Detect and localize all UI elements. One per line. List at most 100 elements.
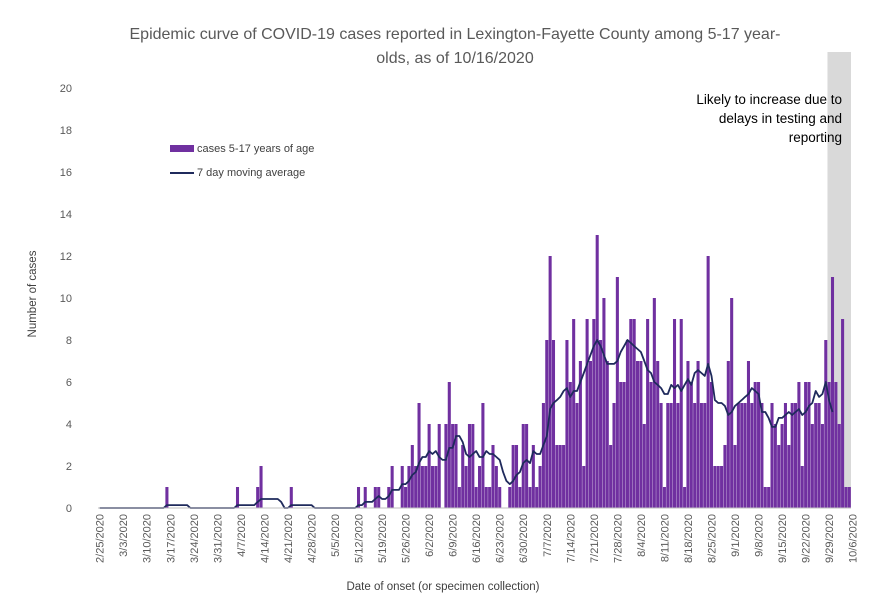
case-bar — [723, 445, 727, 508]
y-tick-label: 12 — [60, 251, 72, 263]
case-bar — [720, 466, 724, 508]
x-tick-label: 3/3/2020 — [118, 514, 130, 557]
x-tick-label: 4/21/2020 — [283, 514, 295, 563]
case-bar — [642, 424, 646, 508]
case-bar — [609, 445, 613, 508]
case-bar — [706, 256, 710, 508]
case-bar — [165, 487, 169, 508]
case-bar — [471, 424, 475, 508]
y-tick-label: 20 — [60, 83, 72, 95]
x-tick-label: 9/1/2020 — [730, 514, 742, 557]
case-bar — [830, 277, 835, 508]
case-bar — [666, 403, 670, 508]
case-bar — [525, 424, 529, 508]
case-bar — [400, 466, 404, 508]
case-bar — [827, 382, 831, 508]
case-bar — [565, 340, 569, 508]
annotation-line-3: reporting — [789, 130, 842, 145]
case-bar — [259, 466, 263, 508]
case-bar — [541, 403, 545, 508]
x-tick-label: 8/11/2020 — [659, 514, 671, 562]
y-tick-label: 2 — [66, 461, 72, 473]
case-bar — [373, 487, 377, 508]
case-bar — [736, 403, 740, 508]
x-tick-label: 9/8/2020 — [754, 514, 766, 557]
case-bar — [548, 256, 552, 508]
case-bar — [488, 487, 492, 508]
case-bar — [636, 361, 640, 508]
case-bar — [730, 298, 734, 508]
case-bar — [430, 466, 435, 508]
case-bar — [659, 403, 663, 508]
case-bar — [672, 319, 677, 508]
case-bar — [797, 382, 801, 508]
case-bar — [820, 424, 824, 508]
annotation: Likely to increase due to delays in test… — [696, 92, 842, 145]
case-bar — [585, 319, 589, 508]
x-tick-label: 6/30/2020 — [518, 514, 530, 563]
case-bar — [814, 403, 818, 508]
case-bar — [582, 466, 586, 508]
case-bar — [511, 445, 515, 508]
case-bar — [810, 424, 814, 508]
case-bar — [652, 298, 656, 508]
legend-bar-swatch — [170, 145, 194, 152]
case-bar — [693, 403, 697, 508]
case-bar — [847, 487, 851, 508]
case-bar — [632, 319, 636, 508]
case-bar — [686, 361, 690, 508]
x-tick-label: 8/25/2020 — [707, 514, 719, 563]
x-tick-label: 9/22/2020 — [801, 514, 813, 563]
case-bar — [817, 403, 821, 508]
case-bar — [639, 361, 643, 508]
case-bar — [437, 424, 441, 508]
x-tick-label: 4/7/2020 — [236, 514, 248, 557]
x-tick-label: 6/23/2020 — [495, 514, 507, 563]
y-tick-label: 18 — [60, 125, 72, 137]
case-bar — [521, 424, 525, 508]
case-bar — [656, 361, 660, 508]
case-bar — [531, 445, 535, 508]
case-bar — [689, 382, 693, 508]
y-tick-label: 16 — [60, 167, 72, 179]
case-bar — [420, 466, 424, 508]
case-bar — [464, 466, 468, 508]
case-bar — [625, 340, 629, 508]
case-bar — [696, 361, 700, 508]
case-bar — [837, 424, 841, 508]
case-bar — [545, 340, 549, 508]
case-bar — [404, 487, 408, 508]
x-tick-label: 6/2/2020 — [424, 514, 436, 557]
x-tick-label: 9/15/2020 — [777, 514, 789, 563]
case-bar — [377, 487, 381, 508]
case-bar — [363, 487, 367, 508]
case-bar — [551, 340, 556, 508]
case-bar — [578, 361, 582, 508]
case-bar — [555, 445, 559, 508]
case-bar — [622, 382, 626, 508]
case-bar — [683, 487, 687, 508]
case-bar — [595, 235, 599, 508]
annotation-line-2: delays in testing and — [719, 111, 842, 126]
case-bar — [498, 487, 502, 508]
case-bar — [451, 424, 455, 508]
case-bar — [478, 466, 482, 508]
y-tick-label: 8 — [66, 335, 72, 347]
case-bar — [484, 487, 488, 508]
case-bar — [474, 487, 478, 508]
case-bar — [508, 487, 512, 508]
case-bar — [467, 424, 471, 508]
chart-title-line-1: Epidemic curve of COVID-19 cases reporte… — [130, 26, 781, 43]
case-bar — [427, 424, 431, 508]
case-bar — [824, 340, 828, 508]
case-bar — [444, 424, 448, 508]
x-tick-label: 5/26/2020 — [401, 514, 413, 563]
case-bar — [407, 466, 411, 508]
case-bar — [777, 445, 781, 508]
case-bar — [235, 487, 240, 508]
case-bar — [841, 319, 845, 508]
annotation-line-1: Likely to increase due to — [696, 92, 842, 107]
case-bar — [461, 445, 465, 508]
legend-line-label: 7 day moving average — [197, 167, 305, 179]
